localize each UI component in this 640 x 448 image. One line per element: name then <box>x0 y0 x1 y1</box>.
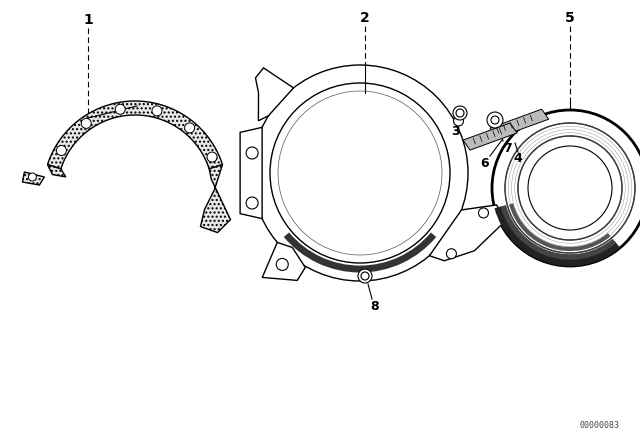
Circle shape <box>276 258 288 271</box>
Circle shape <box>246 197 258 209</box>
Polygon shape <box>240 127 262 219</box>
Circle shape <box>270 83 450 263</box>
Text: 2: 2 <box>360 11 370 25</box>
Circle shape <box>479 208 488 218</box>
Text: 1: 1 <box>83 13 93 27</box>
Circle shape <box>456 109 464 117</box>
Circle shape <box>252 65 468 281</box>
Circle shape <box>358 269 372 283</box>
Circle shape <box>492 110 640 266</box>
Circle shape <box>361 272 369 280</box>
Circle shape <box>505 123 635 253</box>
Text: 00000083: 00000083 <box>580 421 620 430</box>
Circle shape <box>528 146 612 230</box>
Circle shape <box>115 104 125 114</box>
Circle shape <box>207 152 217 162</box>
Circle shape <box>56 146 67 155</box>
Circle shape <box>81 118 92 129</box>
Circle shape <box>487 112 503 128</box>
Polygon shape <box>47 164 66 177</box>
Polygon shape <box>22 172 44 185</box>
Circle shape <box>454 116 463 126</box>
Text: 3: 3 <box>451 125 460 138</box>
Polygon shape <box>47 101 223 169</box>
Text: 4: 4 <box>514 151 522 164</box>
Circle shape <box>453 106 467 120</box>
Circle shape <box>491 116 499 124</box>
Circle shape <box>246 147 258 159</box>
Circle shape <box>184 123 195 133</box>
Polygon shape <box>262 242 305 280</box>
Polygon shape <box>490 109 548 138</box>
Text: 6: 6 <box>481 156 490 169</box>
Polygon shape <box>429 205 506 261</box>
Polygon shape <box>255 68 294 121</box>
Circle shape <box>518 136 622 240</box>
Circle shape <box>152 106 162 116</box>
Polygon shape <box>200 164 230 233</box>
Circle shape <box>28 173 36 181</box>
Circle shape <box>447 249 456 259</box>
Text: 8: 8 <box>371 300 380 313</box>
Text: 7: 7 <box>502 142 511 155</box>
Polygon shape <box>463 123 517 150</box>
Circle shape <box>278 91 442 255</box>
Text: 5: 5 <box>565 11 575 25</box>
